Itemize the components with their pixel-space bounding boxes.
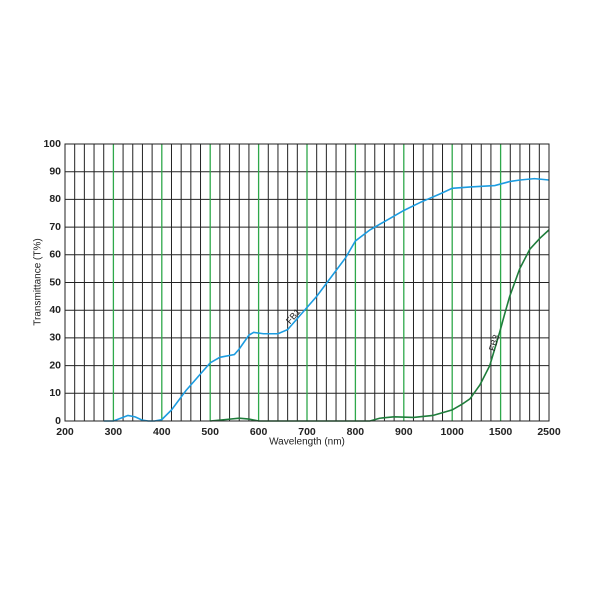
y-axis-label: Transmittance (T%): [33, 238, 44, 325]
y-tick-label: 40: [49, 304, 61, 316]
y-tick-label: 20: [49, 359, 61, 371]
x-tick-label: 1000: [441, 426, 465, 438]
plot-frame: [64, 143, 550, 422]
y-tick-label: 80: [49, 193, 61, 205]
x-tick-label: 300: [105, 426, 123, 438]
y-tick-label: 50: [49, 276, 61, 288]
y-tick-label: 30: [49, 332, 61, 344]
line-series: [210, 229, 550, 422]
x-tick-label: 1500: [489, 426, 513, 438]
y-tick-label: 0: [55, 415, 61, 427]
x-axis-label: Wavelength (nm): [269, 437, 345, 448]
y-tick-label: 70: [49, 221, 61, 233]
x-tick-label: 600: [250, 426, 268, 438]
y-tick-label: 100: [43, 138, 61, 150]
x-tick-label: 200: [56, 426, 74, 438]
x-tick-label: 900: [395, 426, 413, 438]
x-tick-label: 700: [298, 426, 316, 438]
x-tick-label: 400: [153, 426, 171, 438]
x-tick-label: 800: [347, 426, 365, 438]
y-tick-label: 10: [49, 387, 61, 399]
x-tick-label: 500: [201, 426, 219, 438]
x-tick-label: 2500: [537, 426, 561, 438]
y-tick-label: 60: [49, 249, 61, 261]
series-label: FB3: [487, 333, 501, 352]
y-tick-label: 90: [49, 165, 61, 177]
